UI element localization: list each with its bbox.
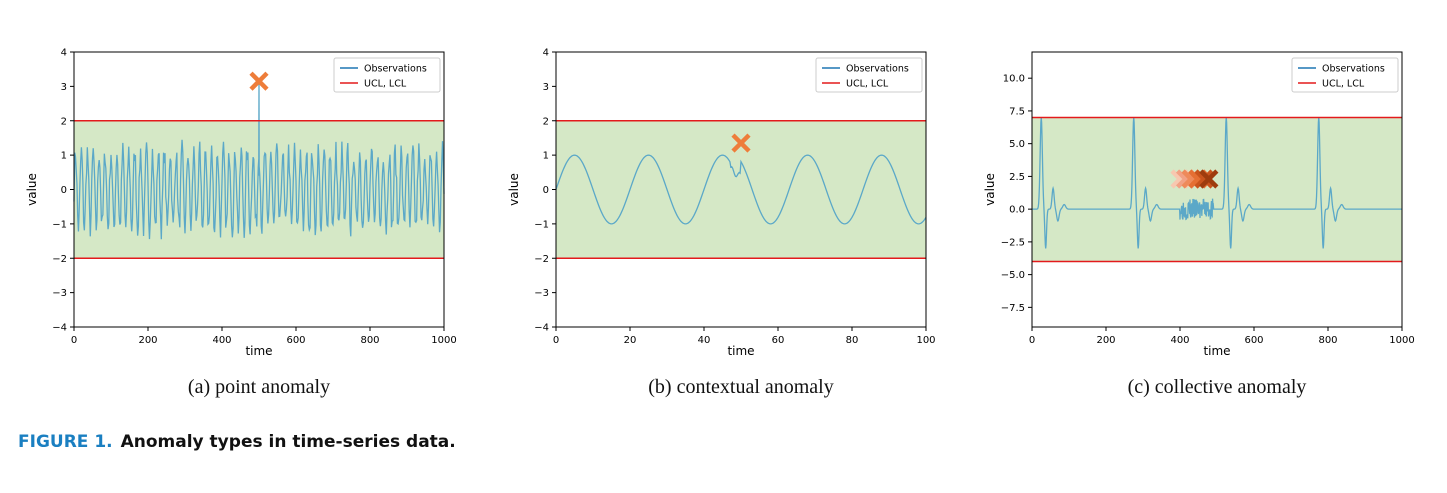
- anomaly-marker: [249, 71, 269, 91]
- collective-anomaly-chart: 0 200 400 600 800 1000 −7.5 −5.0 −2.5 0.0 2.5 5.0 7.…: [983, 51, 1415, 358]
- x-tick-label: 400: [212, 335, 231, 346]
- legend-box: [333, 57, 441, 93]
- x-tick-label: 800: [360, 335, 379, 346]
- caption-collective-anomaly: (c) collective anomaly: [1127, 376, 1307, 398]
- y-tick-label: 3: [543, 82, 549, 93]
- y-tick-label: 4: [61, 48, 67, 59]
- anomaly-marker-x: [1194, 169, 1214, 189]
- anomaly-marker-x: [249, 71, 269, 91]
- y-tick-label: −2: [52, 254, 67, 265]
- x-tick-label: 400: [1170, 335, 1189, 346]
- y-tick-label: 0.0: [1009, 205, 1025, 216]
- anomaly-marker: [731, 133, 751, 153]
- x-tick-label: 0: [1029, 335, 1035, 346]
- x-tick-label: 1000: [431, 335, 456, 346]
- contextual-anomaly-chart: 0 20 40 60 80 100 −4 −3 −2 −1 0 1 2 3 4 time value Observ…: [507, 48, 936, 359]
- x-tick-label: 100: [916, 335, 935, 346]
- x-tick-label: 200: [138, 335, 157, 346]
- y-axis-label: value: [983, 173, 997, 206]
- x-tick-label: 20: [624, 335, 637, 346]
- y-tick-label: 2.5: [1009, 172, 1025, 183]
- observations-line: [73, 82, 445, 240]
- caption-contextual-anomaly: (b) contextual anomaly: [648, 376, 834, 398]
- anomaly-marker: [1199, 169, 1219, 189]
- x-tick-label: 0: [553, 335, 559, 346]
- y-tick-label: 7.5: [1009, 106, 1025, 117]
- y-tick-label: 5.0: [1009, 139, 1025, 150]
- y-tick-label: −1: [52, 219, 67, 230]
- y-tick-label: 2: [543, 116, 549, 127]
- plot-frame: [1031, 51, 1403, 328]
- legend-label-limits: UCL, LCL: [846, 79, 889, 90]
- y-tick-label: −3: [534, 288, 549, 299]
- y-tick-label: −7.5: [1001, 303, 1025, 314]
- figure-caption: FIGURE 1. Anomaly types in time-series da…: [18, 432, 456, 452]
- y-axis-label: value: [507, 173, 521, 206]
- y-tick-label: 4: [543, 48, 549, 59]
- y-tick-label: 1: [61, 151, 67, 162]
- x-axis-label: time: [1203, 344, 1230, 358]
- y-axis-label: value: [25, 173, 39, 206]
- x-tick-label: 800: [1318, 335, 1337, 346]
- x-tick-label: 600: [1244, 335, 1263, 346]
- legend-label-observations: Observations: [1322, 64, 1385, 75]
- observations-line: [555, 154, 927, 225]
- legend-box: [815, 57, 923, 93]
- figure-number: FIGURE 1.: [18, 432, 113, 452]
- x-tick-label: 200: [1096, 335, 1115, 346]
- caption-point-anomaly: (a) point anomaly: [187, 376, 331, 398]
- control-band: [1032, 117, 1402, 262]
- legend-label-observations: Observations: [364, 64, 427, 75]
- x-axis-label: time: [245, 344, 272, 358]
- x-tick-label: 600: [286, 335, 305, 346]
- y-tick-label: 2: [61, 116, 67, 127]
- y-tick-label: 0: [543, 185, 549, 196]
- y-tick-label: 3: [61, 82, 67, 93]
- y-tick-label: −5.0: [1001, 270, 1025, 281]
- x-tick-label: 40: [698, 335, 711, 346]
- y-tick-label: 0: [61, 185, 67, 196]
- chart-panel-point-anomaly: 0 200 400 600 800 1000 −4 −3 −2 −1 0 1 2 3 4 time value O…: [24, 40, 494, 360]
- anomaly-marker-x: [731, 133, 751, 153]
- y-tick-label: −1: [534, 219, 549, 230]
- y-tick-label: −3: [52, 288, 67, 299]
- y-tick-label: −4: [534, 323, 549, 334]
- x-tick-label: 0: [71, 335, 77, 346]
- observations-line: [1032, 117, 1402, 249]
- y-tick-label: 10.0: [1003, 74, 1025, 85]
- chart-panel-collective-anomaly: 0 200 400 600 800 1000 −7.5 −5.0 −2.5 0.0 2.5 5.0 7.…: [982, 40, 1447, 360]
- anomaly-marker: [1194, 169, 1214, 189]
- legend-label-observations: Observations: [846, 64, 909, 75]
- y-tick-label: 1: [543, 151, 549, 162]
- legend-label-limits: UCL, LCL: [364, 79, 407, 90]
- anomaly-marker-x: [1199, 169, 1219, 189]
- figure-caption-text: Anomaly types in time-series data.: [120, 432, 456, 452]
- x-axis-label: time: [727, 344, 754, 358]
- chart-panel-contextual-anomaly: 0 20 40 60 80 100 −4 −3 −2 −1 0 1 2 3 4 time value Observ…: [506, 40, 976, 360]
- y-tick-label: −2.5: [1001, 237, 1025, 248]
- x-tick-label: 1000: [1389, 335, 1414, 346]
- x-tick-label: 80: [846, 335, 859, 346]
- legend-box: [1291, 57, 1399, 93]
- x-tick-label: 60: [772, 335, 785, 346]
- y-tick-label: −4: [52, 323, 67, 334]
- y-tick-label: −2: [534, 254, 549, 265]
- point-anomaly-chart: 0 200 400 600 800 1000 −4 −3 −2 −1 0 1 2 3 4 time value O…: [25, 48, 457, 359]
- legend-label-limits: UCL, LCL: [1322, 79, 1365, 90]
